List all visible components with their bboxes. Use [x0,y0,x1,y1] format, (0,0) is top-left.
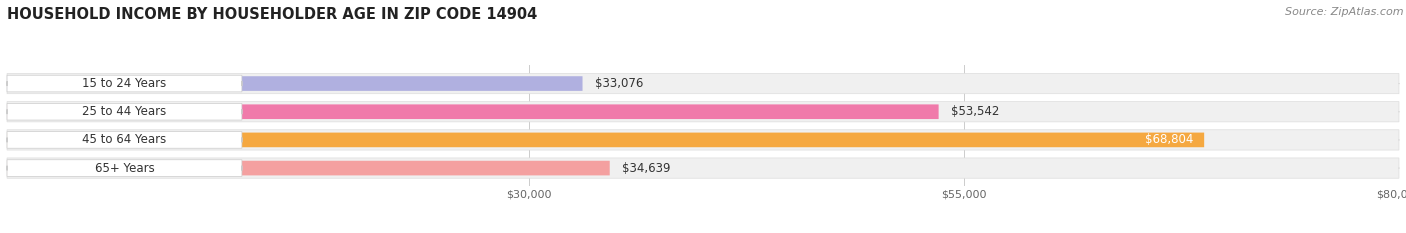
FancyBboxPatch shape [7,73,1399,94]
FancyBboxPatch shape [7,130,1399,150]
FancyBboxPatch shape [7,161,610,175]
FancyBboxPatch shape [7,160,242,176]
FancyBboxPatch shape [7,132,242,148]
Text: $34,639: $34,639 [621,161,671,175]
FancyBboxPatch shape [7,103,242,120]
Text: 25 to 44 Years: 25 to 44 Years [83,105,166,118]
Text: $53,542: $53,542 [950,105,1000,118]
FancyBboxPatch shape [7,75,242,92]
Text: 65+ Years: 65+ Years [94,161,155,175]
FancyBboxPatch shape [7,102,1399,122]
Text: 15 to 24 Years: 15 to 24 Years [83,77,166,90]
FancyBboxPatch shape [7,76,582,91]
FancyBboxPatch shape [7,133,1204,147]
Text: Source: ZipAtlas.com: Source: ZipAtlas.com [1285,7,1403,17]
FancyBboxPatch shape [7,104,939,119]
Text: $68,804: $68,804 [1146,134,1194,146]
Text: HOUSEHOLD INCOME BY HOUSEHOLDER AGE IN ZIP CODE 14904: HOUSEHOLD INCOME BY HOUSEHOLDER AGE IN Z… [7,7,537,22]
FancyBboxPatch shape [7,158,1399,178]
Text: 45 to 64 Years: 45 to 64 Years [83,134,166,146]
Text: $33,076: $33,076 [595,77,643,90]
